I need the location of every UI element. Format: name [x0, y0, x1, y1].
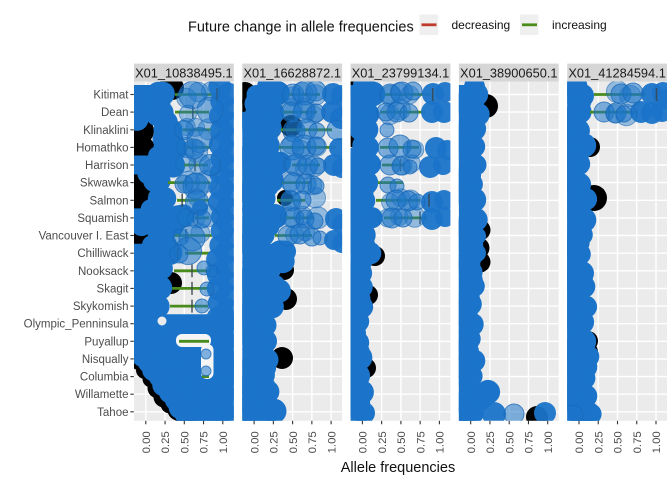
svg-text:X01_23799134.1: X01_23799134.1: [352, 66, 450, 81]
svg-text:0.25: 0.25: [593, 431, 605, 453]
svg-text:0.50: 0.50: [396, 431, 408, 453]
svg-text:Skykomish: Skykomish: [73, 301, 129, 313]
svg-text:0.00: 0.00: [249, 431, 261, 453]
svg-text:Skagit: Skagit: [97, 283, 130, 295]
svg-text:X01_10838495.1: X01_10838495.1: [135, 66, 233, 81]
svg-text:Klinaklini: Klinaklini: [83, 125, 128, 137]
svg-text:Vancouver I. East: Vancouver I. East: [39, 231, 130, 243]
svg-text:X01_41284594.1: X01_41284594.1: [568, 66, 666, 81]
svg-text:X01_16628872.1: X01_16628872.1: [243, 66, 341, 81]
svg-text:0.25: 0.25: [485, 431, 497, 453]
svg-text:0.25: 0.25: [377, 431, 389, 453]
svg-text:0.75: 0.75: [524, 431, 536, 453]
svg-text:Chilliwack: Chilliwack: [77, 248, 128, 260]
svg-text:0.00: 0.00: [466, 431, 478, 453]
svg-text:0.00: 0.00: [358, 431, 370, 453]
svg-text:X01_38900650.1: X01_38900650.1: [460, 66, 558, 81]
svg-text:0.75: 0.75: [632, 431, 644, 453]
svg-text:Nooksack: Nooksack: [78, 266, 129, 278]
svg-text:Puyallup: Puyallup: [84, 336, 128, 348]
svg-text:0.00: 0.00: [574, 431, 586, 453]
svg-text:Olympic_Penninsula: Olympic_Penninsula: [24, 319, 129, 331]
svg-text:Willamette: Willamette: [75, 389, 129, 401]
svg-text:Nisqually: Nisqually: [82, 354, 129, 366]
svg-text:0.75: 0.75: [307, 431, 319, 453]
svg-text:Skwawka: Skwawka: [80, 178, 129, 190]
svg-text:0.25: 0.25: [269, 431, 281, 453]
svg-text:Dean: Dean: [101, 107, 129, 119]
svg-text:Homathko: Homathko: [76, 142, 128, 154]
svg-text:1.00: 1.00: [326, 431, 338, 453]
svg-text:1.00: 1.00: [651, 431, 663, 453]
svg-text:1.00: 1.00: [435, 431, 447, 453]
svg-text:increasing: increasing: [552, 18, 607, 32]
svg-text:Harrison: Harrison: [85, 160, 128, 172]
svg-text:0.50: 0.50: [180, 431, 192, 453]
svg-text:0.75: 0.75: [199, 431, 211, 453]
svg-text:Future change in allele freque: Future change in allele frequencies: [188, 20, 414, 36]
svg-text:0.50: 0.50: [504, 431, 516, 453]
svg-text:0.00: 0.00: [141, 431, 153, 453]
svg-text:Allele frequencies: Allele frequencies: [341, 460, 455, 476]
svg-text:0.75: 0.75: [415, 431, 427, 453]
svg-text:Columbia: Columbia: [80, 372, 129, 384]
svg-text:decreasing: decreasing: [452, 18, 511, 32]
svg-text:0.25: 0.25: [160, 431, 172, 453]
svg-text:Squamish: Squamish: [77, 213, 128, 225]
svg-text:Kitimat: Kitimat: [93, 90, 129, 102]
svg-text:1.00: 1.00: [218, 431, 230, 453]
svg-text:0.50: 0.50: [613, 431, 625, 453]
svg-text:Tahoe: Tahoe: [97, 407, 128, 419]
svg-text:0.50: 0.50: [288, 431, 300, 453]
svg-text:Salmon: Salmon: [90, 195, 129, 207]
svg-text:1.00: 1.00: [543, 431, 555, 453]
